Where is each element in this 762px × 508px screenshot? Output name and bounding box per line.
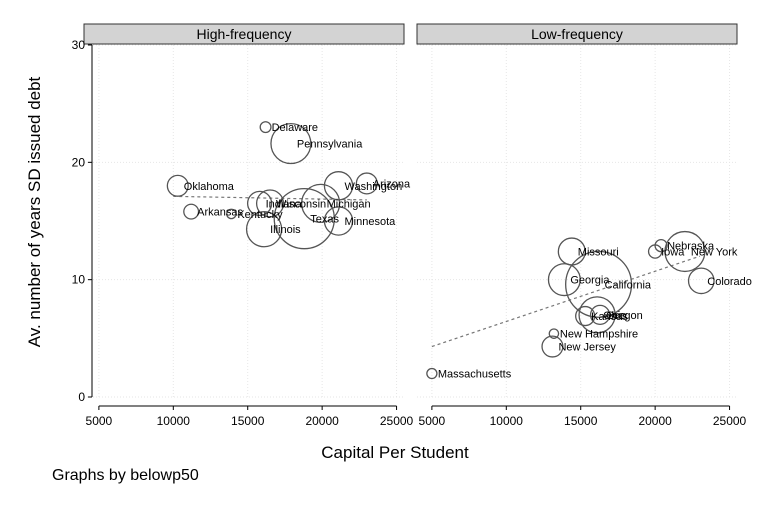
- x-tick-label: 25000: [380, 414, 414, 428]
- data-point: [426, 367, 438, 380]
- data-label: Washington: [345, 181, 403, 193]
- data-point: [226, 208, 237, 220]
- x-tick-label: 20000: [638, 414, 672, 428]
- data-label: Iowa: [661, 247, 685, 259]
- data-point: [654, 238, 668, 253]
- x-tick-label: 15000: [564, 414, 598, 428]
- y-axis-label: Av. number of years SD issued debt: [25, 76, 44, 347]
- data-point: [565, 250, 633, 318]
- x-tick-label: 10000: [157, 414, 191, 428]
- data-point: [246, 190, 273, 217]
- data-point: [270, 122, 312, 165]
- panel-high-frequency: High-frequency 5000 10000 15000 20000 25000 De…: [83, 23, 414, 428]
- data-label: New York: [691, 247, 738, 259]
- chart-axes: 0 10 20 30: [72, 38, 93, 404]
- data-point: [664, 230, 706, 273]
- data-label: Colorado: [707, 276, 752, 288]
- panel-header-label: Low-frequency: [531, 26, 623, 42]
- data-point: [541, 335, 564, 358]
- data-label: California: [605, 279, 652, 291]
- data-label: Delaware: [272, 122, 318, 134]
- x-tick-label: 25000: [713, 414, 747, 428]
- data-label: Georgia: [570, 275, 610, 287]
- data-label: Massachusetts: [438, 369, 512, 381]
- data-label: Oregon: [606, 310, 643, 322]
- chart-panels: High-frequency 5000 10000 15000 20000 25000 De…: [83, 23, 752, 428]
- panel-low-frequency: Low-frequency 5000 10000 15000 20000 25000 Mas…: [416, 23, 752, 428]
- data-label: Illinois: [270, 224, 301, 236]
- data-label: Oklahoma: [184, 181, 235, 193]
- data-label: Kansas: [591, 311, 628, 323]
- data-label: New Hampshire: [560, 329, 638, 341]
- panel-header-label: High-frequency: [197, 26, 292, 42]
- data-point: [245, 211, 283, 248]
- data-label: Kentucky: [237, 209, 283, 221]
- y-tick-label: 0: [78, 390, 85, 404]
- data-point: [273, 187, 335, 250]
- data-label: Michigan: [327, 198, 371, 210]
- x-tick-label: 10000: [490, 414, 524, 428]
- data-label: Nebraska: [667, 241, 715, 253]
- y-tick-label: 30: [72, 38, 86, 52]
- data-point: [166, 174, 189, 197]
- data-point: [301, 183, 341, 224]
- data-label: Minnesota: [345, 216, 397, 228]
- data-point: [589, 304, 611, 326]
- data-point: [355, 172, 378, 195]
- data-point: [323, 206, 354, 236]
- fit-line: [431, 255, 700, 348]
- y-tick-label: 20: [72, 155, 86, 169]
- data-point: [548, 328, 560, 339]
- data-point: [323, 171, 354, 201]
- data-label: New Jersey: [558, 342, 616, 354]
- data-point: [255, 189, 285, 218]
- data-label: Missouri: [578, 247, 619, 259]
- data-point: [557, 237, 586, 266]
- data-label: Texas: [310, 214, 339, 226]
- data-label: Arkansas: [197, 207, 243, 219]
- by-variable-note: Graphs by belowp50: [52, 467, 199, 484]
- data-label: Ohio: [603, 310, 626, 322]
- x-tick-label: 5000: [86, 414, 113, 428]
- data-label: Wisconsin: [276, 198, 326, 210]
- data-point: [687, 267, 715, 295]
- data-point: [547, 263, 581, 297]
- data-point: [578, 296, 616, 334]
- data-point: [259, 121, 272, 134]
- x-tick-label: 20000: [305, 414, 339, 428]
- data-point: [183, 203, 200, 220]
- data-label: Pennsylvania: [297, 139, 363, 151]
- data-point: [575, 305, 596, 327]
- x-axis-label: Capital Per Student: [321, 443, 469, 462]
- panel-header-strip: [416, 23, 738, 45]
- data-label: Indiana: [266, 198, 303, 210]
- y-tick-label: 10: [72, 273, 86, 287]
- x-tick-label: 5000: [419, 414, 446, 428]
- data-label: Arizona: [373, 178, 411, 190]
- panel-header-strip: [83, 23, 405, 45]
- x-tick-label: 15000: [231, 414, 265, 428]
